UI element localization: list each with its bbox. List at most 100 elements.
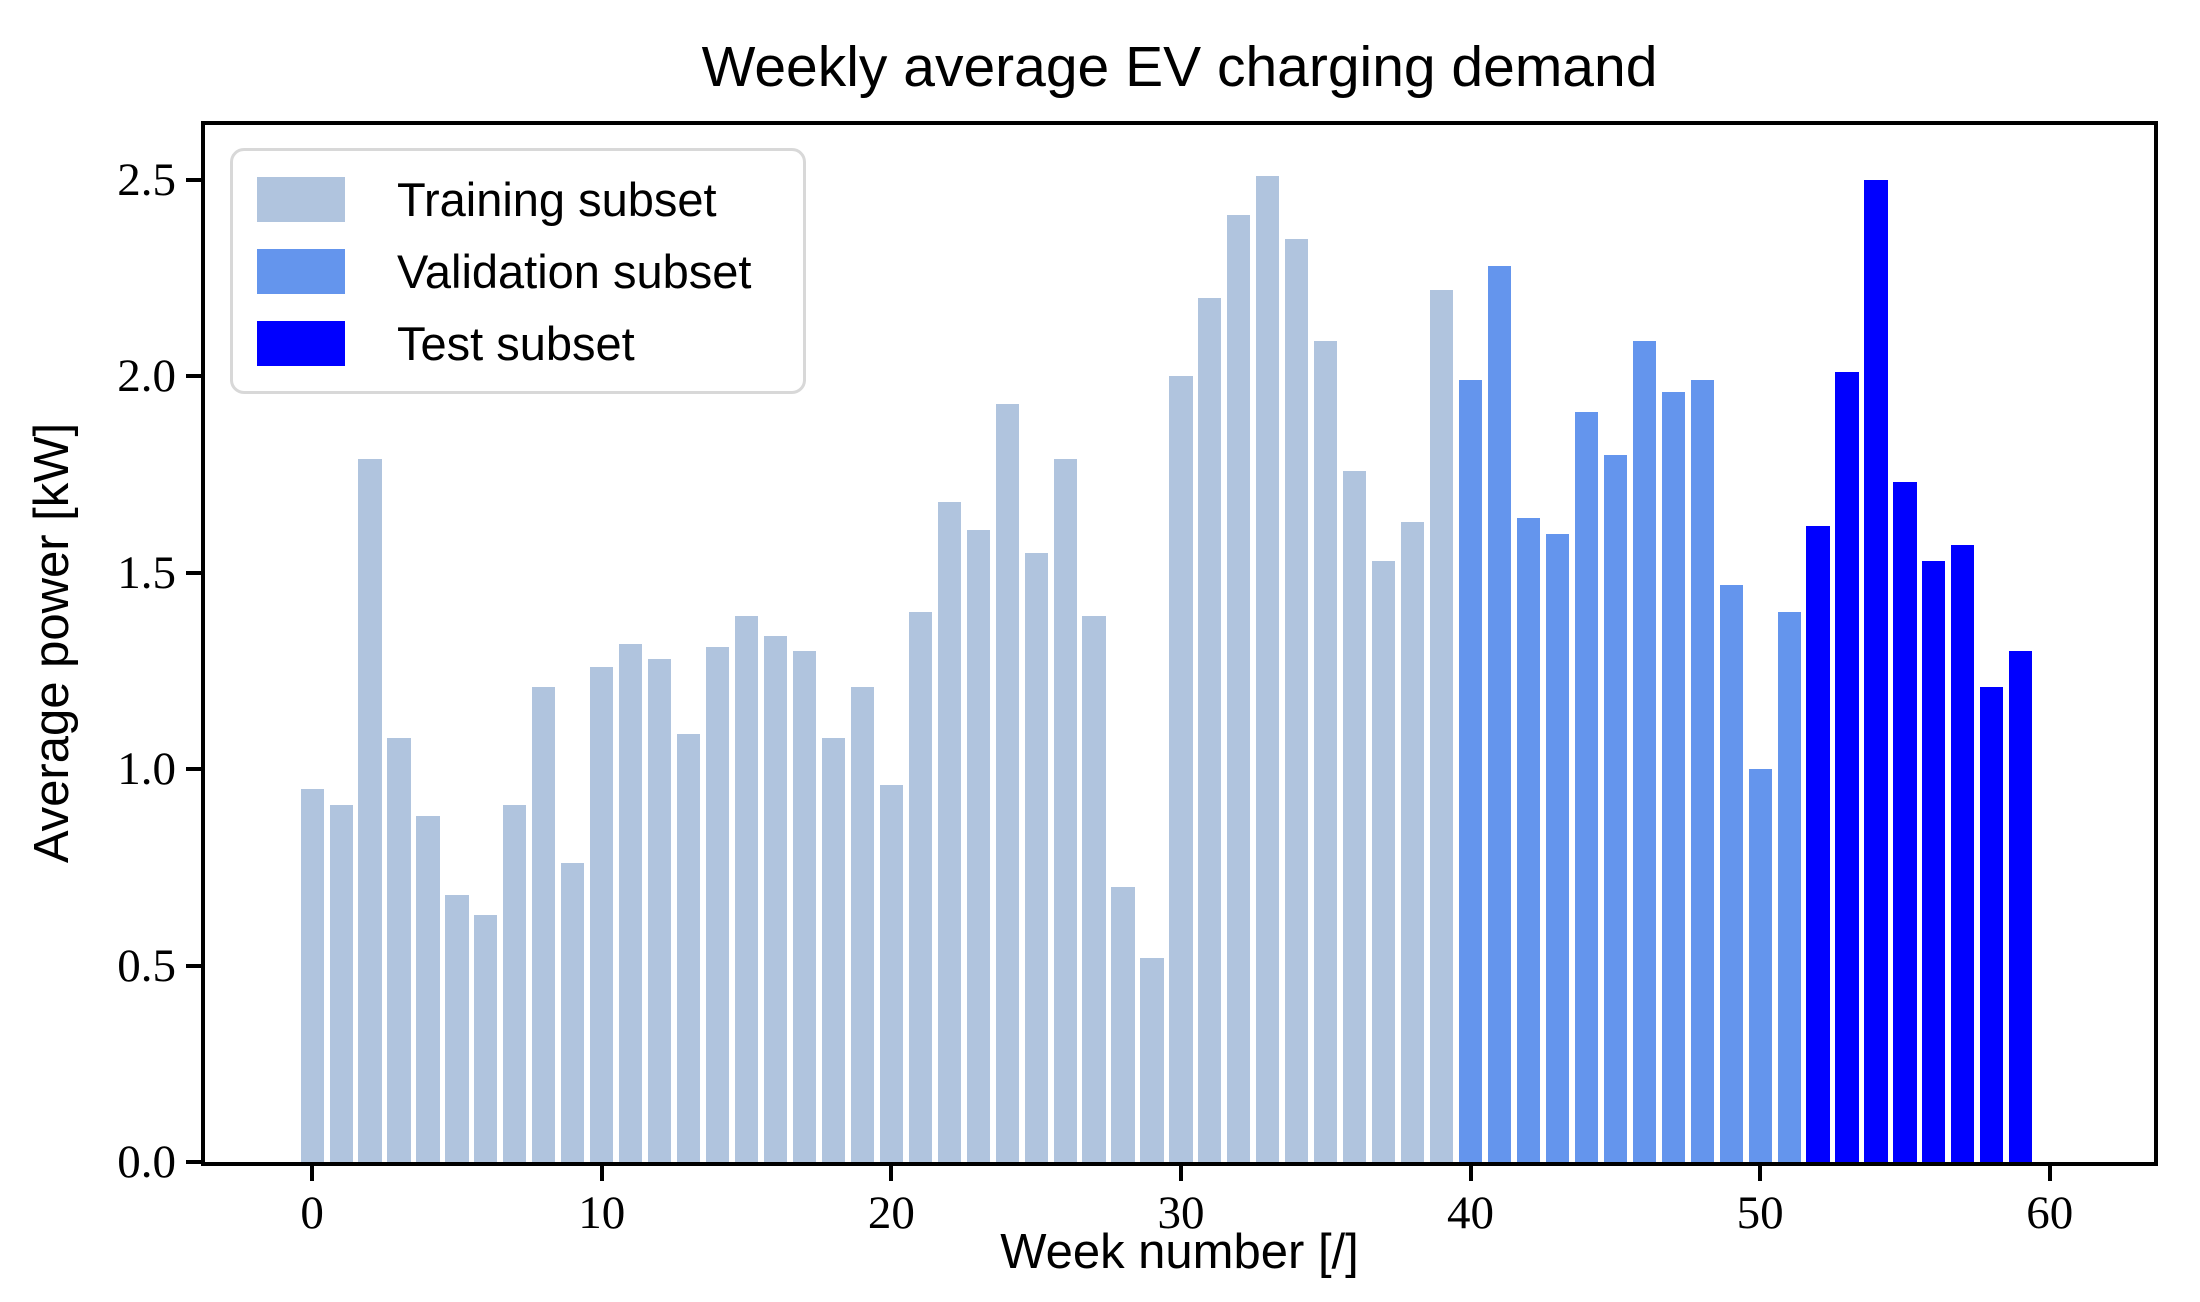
bar-week-6 (474, 914, 498, 1162)
x-axis-label: Week number [/] (1000, 1225, 1359, 1279)
x-tick-label-10: 10 (578, 1187, 626, 1239)
x-tick-label-0: 0 (300, 1187, 324, 1239)
x-tick-label-50: 50 (1736, 1187, 1784, 1239)
bar-week-32 (1227, 215, 1251, 1162)
bar-week-34 (1285, 238, 1309, 1162)
bar-week-35 (1314, 341, 1338, 1162)
x-tick-10 (599, 1166, 604, 1181)
bar-week-0 (300, 788, 324, 1162)
y-tick-label-0.5: 0.5 (117, 939, 176, 992)
bar-week-26 (1053, 458, 1077, 1162)
bar-week-59 (2009, 651, 2033, 1162)
bar-week-29 (1140, 957, 1164, 1162)
bar-week-36 (1343, 470, 1367, 1162)
bar-week-15 (734, 616, 759, 1162)
bar-week-49 (1719, 584, 1743, 1162)
y-axis-label: Average power [kW] (25, 422, 79, 864)
bar-week-41 (1487, 266, 1512, 1162)
bar-week-47 (1661, 392, 1685, 1162)
x-tick-20 (889, 1166, 894, 1181)
chart-title: Weekly average EV charging demand (701, 35, 1658, 99)
bar-week-13 (677, 733, 701, 1162)
legend-label-training: Training subset (397, 172, 717, 226)
y-tick-label-1.0: 1.0 (117, 743, 176, 796)
bar-week-14 (706, 647, 730, 1162)
bar-week-44 (1574, 411, 1598, 1162)
bar-week-28 (1111, 887, 1135, 1162)
y-tick-label-0.0: 0.0 (117, 1136, 176, 1188)
x-tick-label-30: 30 (1157, 1187, 1205, 1239)
bar-week-56 (1922, 561, 1946, 1162)
x-tick-0 (310, 1166, 315, 1181)
y-tick-1.0 (186, 767, 201, 772)
bar-week-10 (590, 667, 614, 1162)
bar-week-43 (1545, 533, 1569, 1162)
bar-week-50 (1748, 769, 1772, 1162)
bar-week-17 (792, 651, 817, 1162)
validation-swatch (257, 248, 345, 294)
bar-week-40 (1458, 380, 1483, 1162)
y-tick-2.5 (186, 177, 201, 182)
legend-label-validation: Validation subset (397, 244, 752, 298)
y-tick-2.0 (186, 374, 201, 379)
x-tick-label-20: 20 (867, 1187, 915, 1239)
x-tick-40 (1468, 1166, 1473, 1181)
y-tick-label-2.5: 2.5 (117, 153, 176, 206)
bar-week-58 (1980, 686, 2004, 1162)
bar-week-25 (1024, 553, 1048, 1162)
bar-week-19 (850, 686, 874, 1162)
training-swatch (257, 176, 345, 222)
bar-week-12 (648, 659, 672, 1162)
bar-week-52 (1806, 525, 1830, 1162)
bar-week-45 (1603, 454, 1627, 1162)
bar-week-23 (966, 529, 990, 1162)
bar-week-42 (1516, 517, 1541, 1162)
bar-week-51 (1777, 612, 1801, 1162)
y-tick-label-2.0: 2.0 (117, 350, 176, 403)
bar-week-11 (619, 643, 643, 1162)
bar-week-53 (1835, 372, 1859, 1162)
x-tick-label-60: 60 (2026, 1187, 2074, 1239)
test-swatch (257, 320, 345, 366)
y-tick-0.5 (186, 963, 201, 968)
y-tick-0.0 (186, 1160, 201, 1164)
bar-week-46 (1632, 341, 1656, 1162)
bar-week-5 (445, 894, 469, 1162)
bar-week-57 (1951, 545, 1975, 1162)
bar-week-16 (763, 635, 788, 1162)
bar-week-54 (1864, 179, 1888, 1162)
bar-week-2 (358, 458, 382, 1162)
bar-week-30 (1169, 376, 1193, 1162)
bar-week-33 (1256, 176, 1280, 1162)
bar-week-4 (416, 816, 440, 1162)
bar-week-55 (1893, 482, 1917, 1162)
bar-week-27 (1082, 616, 1106, 1162)
legend-item-validation: Validation subset (257, 244, 803, 299)
bar-week-37 (1372, 561, 1396, 1162)
legend: Training subset Validation subset Test s… (230, 148, 806, 394)
bar-week-7 (503, 804, 527, 1162)
bar-week-48 (1690, 380, 1714, 1162)
bar-week-39 (1430, 289, 1454, 1162)
legend-item-test: Test subset (257, 316, 803, 371)
bar-week-31 (1198, 297, 1222, 1162)
bar-week-9 (561, 863, 585, 1162)
bar-week-1 (329, 804, 353, 1162)
bar-week-24 (995, 403, 1019, 1162)
bar-week-20 (879, 784, 903, 1162)
x-tick-30 (1178, 1166, 1183, 1181)
y-tick-label-1.5: 1.5 (117, 546, 176, 599)
axes-spines (201, 121, 2158, 1166)
bar-week-22 (937, 502, 961, 1162)
x-tick-label-40: 40 (1447, 1187, 1495, 1239)
bar-week-18 (821, 737, 845, 1162)
bar-week-38 (1401, 521, 1425, 1162)
legend-label-test: Test subset (397, 316, 635, 370)
x-tick-60 (2047, 1166, 2052, 1181)
legend-item-training: Training subset (257, 172, 803, 227)
y-tick-1.5 (186, 570, 201, 575)
bar-week-3 (387, 737, 411, 1162)
bar-week-21 (908, 612, 932, 1162)
bar-week-8 (532, 686, 556, 1162)
